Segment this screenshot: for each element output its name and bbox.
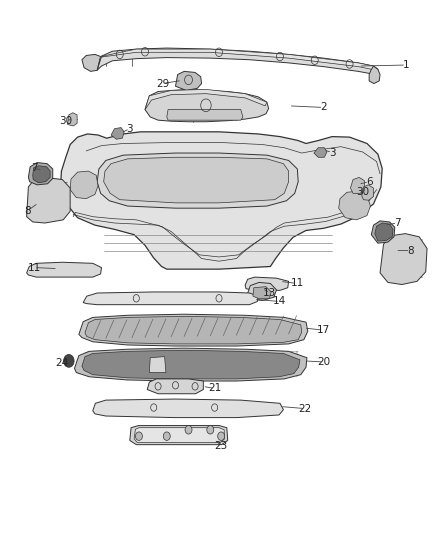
Text: 21: 21 xyxy=(208,383,221,393)
Polygon shape xyxy=(74,348,307,381)
Polygon shape xyxy=(70,171,98,199)
Text: 13: 13 xyxy=(263,288,276,298)
Polygon shape xyxy=(145,90,268,122)
Text: 2: 2 xyxy=(320,102,327,112)
Text: 30: 30 xyxy=(59,116,72,126)
Circle shape xyxy=(135,432,142,440)
Circle shape xyxy=(218,432,225,440)
Polygon shape xyxy=(314,148,327,157)
Polygon shape xyxy=(145,90,267,110)
Polygon shape xyxy=(167,110,243,120)
Polygon shape xyxy=(93,399,283,418)
Polygon shape xyxy=(97,48,378,75)
Polygon shape xyxy=(79,314,308,346)
Polygon shape xyxy=(147,379,203,394)
Polygon shape xyxy=(85,317,302,344)
Polygon shape xyxy=(83,292,258,305)
Polygon shape xyxy=(97,49,374,70)
Text: 6: 6 xyxy=(366,176,372,187)
Polygon shape xyxy=(67,113,77,126)
Polygon shape xyxy=(176,71,201,91)
Polygon shape xyxy=(60,132,382,269)
Text: 22: 22 xyxy=(299,403,312,414)
Text: 1: 1 xyxy=(403,60,410,70)
Text: 24: 24 xyxy=(55,358,68,368)
Polygon shape xyxy=(380,233,427,285)
Text: 11: 11 xyxy=(291,278,304,288)
Text: 23: 23 xyxy=(215,441,228,451)
Text: 17: 17 xyxy=(317,325,330,335)
Text: 8: 8 xyxy=(407,246,414,256)
Polygon shape xyxy=(27,177,70,223)
Text: 20: 20 xyxy=(317,357,330,367)
Polygon shape xyxy=(350,177,365,193)
Text: 11: 11 xyxy=(28,263,41,272)
Text: 3: 3 xyxy=(329,148,336,158)
Polygon shape xyxy=(362,185,374,200)
Polygon shape xyxy=(245,277,289,290)
Text: 7: 7 xyxy=(394,218,401,228)
Polygon shape xyxy=(82,350,300,379)
Polygon shape xyxy=(339,191,371,220)
Polygon shape xyxy=(111,127,124,139)
Text: 8: 8 xyxy=(24,206,31,216)
Polygon shape xyxy=(97,153,298,208)
Polygon shape xyxy=(149,357,166,373)
Polygon shape xyxy=(371,221,395,243)
Text: 14: 14 xyxy=(273,296,286,306)
Text: 3: 3 xyxy=(127,124,133,134)
Text: 29: 29 xyxy=(156,78,169,88)
Polygon shape xyxy=(130,425,228,445)
Polygon shape xyxy=(33,166,50,183)
Text: 30: 30 xyxy=(356,187,369,197)
Polygon shape xyxy=(104,157,289,203)
Polygon shape xyxy=(82,54,101,71)
Polygon shape xyxy=(248,282,276,301)
Polygon shape xyxy=(369,66,380,84)
Circle shape xyxy=(185,425,192,434)
Text: 7: 7 xyxy=(31,164,37,173)
Circle shape xyxy=(64,354,74,367)
Polygon shape xyxy=(28,163,53,185)
Polygon shape xyxy=(253,287,271,298)
Polygon shape xyxy=(375,223,393,241)
Circle shape xyxy=(163,432,170,440)
Polygon shape xyxy=(27,262,102,277)
Polygon shape xyxy=(134,427,224,442)
Circle shape xyxy=(207,425,214,434)
